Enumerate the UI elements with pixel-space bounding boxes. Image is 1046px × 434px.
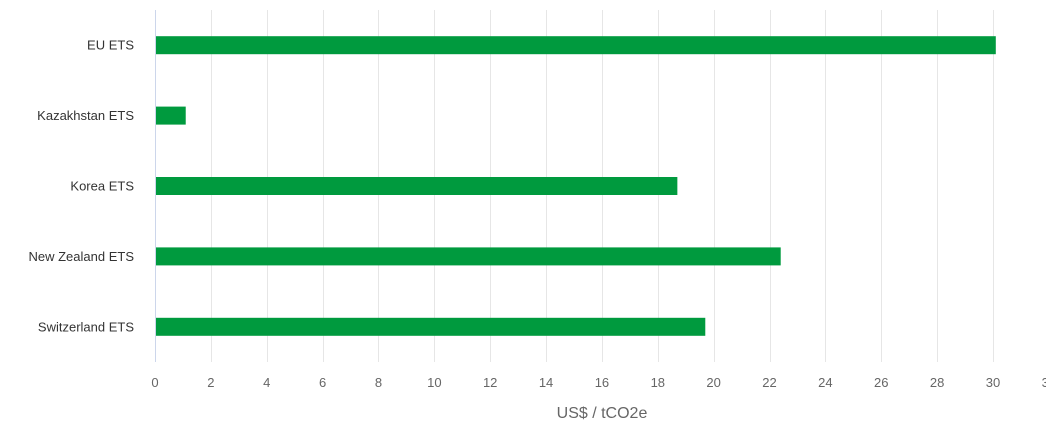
x-tick-label: 4 bbox=[263, 375, 270, 390]
category-label: Korea ETS bbox=[70, 179, 134, 194]
category-label: EU ETS bbox=[87, 38, 134, 53]
bar bbox=[156, 247, 781, 265]
x-tick-label: 28 bbox=[930, 375, 944, 390]
x-tick-label: 0 bbox=[151, 375, 158, 390]
x-tick-label: 22 bbox=[762, 375, 776, 390]
bars bbox=[156, 36, 996, 336]
x-tick-labels: 02468101214161820222426283032 bbox=[151, 375, 1046, 390]
category-label: New Zealand ETS bbox=[29, 249, 135, 264]
x-tick-label: 26 bbox=[874, 375, 888, 390]
bar bbox=[156, 36, 996, 54]
x-tick-label: 14 bbox=[539, 375, 553, 390]
x-axis-title: US$ / tCO2e bbox=[557, 405, 648, 422]
x-tick-label: 12 bbox=[483, 375, 497, 390]
bar bbox=[156, 107, 186, 125]
category-label: Switzerland ETS bbox=[38, 319, 134, 334]
bar bbox=[156, 177, 677, 195]
x-tick-label: 30 bbox=[986, 375, 1000, 390]
x-tick-label: 20 bbox=[706, 375, 720, 390]
x-tick-label: 18 bbox=[651, 375, 665, 390]
x-tick-label: 8 bbox=[375, 375, 382, 390]
x-tick-label: 10 bbox=[427, 375, 441, 390]
x-tick-label: 32 bbox=[1042, 375, 1046, 390]
category-label: Kazakhstan ETS bbox=[37, 108, 134, 123]
x-tick-label: 2 bbox=[207, 375, 214, 390]
x-tick-label: 6 bbox=[319, 375, 326, 390]
x-tick-label: 16 bbox=[595, 375, 609, 390]
x-tick-label: 24 bbox=[818, 375, 832, 390]
bar bbox=[156, 318, 705, 336]
category-labels: EU ETS Kazakhstan ETS Korea ETS New Zealand… bbox=[29, 38, 135, 335]
